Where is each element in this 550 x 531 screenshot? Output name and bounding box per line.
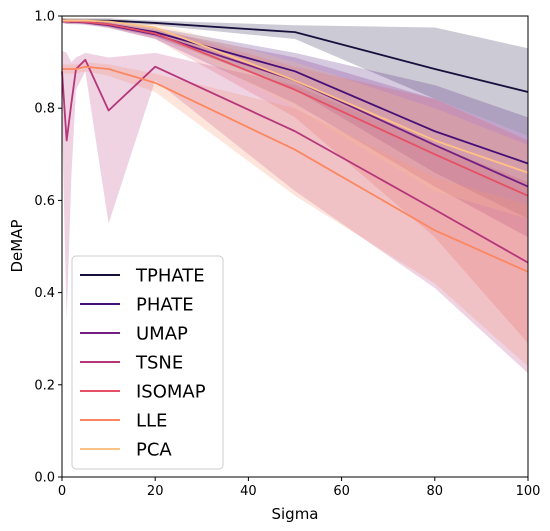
legend: TPHATE PHATE UMAP TSNE ISOMAP LLE PCA xyxy=(71,255,224,470)
legend-label-lle: LLE xyxy=(136,411,167,432)
legend-label-phate: PHATE xyxy=(136,295,194,316)
band-phate xyxy=(62,18,528,219)
x-axis-ticks: 0 20 40 60 80 100 xyxy=(58,477,541,499)
x-axis-title: Sigma xyxy=(271,505,318,523)
y-axis-title: DeMAP xyxy=(8,219,26,272)
legend-box xyxy=(71,255,224,470)
legend-label-tphate: TPHATE xyxy=(135,266,205,287)
y-tick-label: 0.8 xyxy=(34,102,55,117)
x-tick-label: 40 xyxy=(240,484,257,499)
band-lle xyxy=(62,62,528,367)
x-tick-label: 20 xyxy=(147,484,164,499)
confidence-bands xyxy=(62,18,528,374)
y-tick-label: 0.6 xyxy=(34,194,55,209)
legend-label-umap: UMAP xyxy=(136,324,188,345)
line-isomap xyxy=(61,19,529,197)
plot-frame xyxy=(61,15,529,478)
x-tick-label: 0 xyxy=(58,484,66,499)
series-lines xyxy=(61,19,529,273)
band-umap xyxy=(62,18,528,238)
x-tick-label: 60 xyxy=(333,484,350,499)
y-tick-label: 1.0 xyxy=(34,10,55,25)
x-tick-label: 100 xyxy=(516,484,541,499)
y-tick-label: 0.4 xyxy=(34,286,55,301)
legend-label-pca: PCA xyxy=(136,440,172,461)
y-axis-ticks: 0.0 0.2 0.4 0.6 0.8 1.0 xyxy=(34,10,62,486)
x-tick-label: 80 xyxy=(427,484,444,499)
y-tick-label: 0.2 xyxy=(34,378,55,393)
line-pca xyxy=(62,19,529,174)
line-tsne xyxy=(61,58,529,264)
band-tsne xyxy=(62,50,528,374)
line-lle xyxy=(62,65,529,273)
legend-label-tsne: TSNE xyxy=(135,353,183,374)
legend-label-isomap: ISOMAP xyxy=(136,382,206,403)
y-tick-label: 0.0 xyxy=(34,471,55,486)
band-tphate xyxy=(62,18,528,136)
band-pca xyxy=(62,18,528,219)
band-isomap xyxy=(62,18,528,344)
